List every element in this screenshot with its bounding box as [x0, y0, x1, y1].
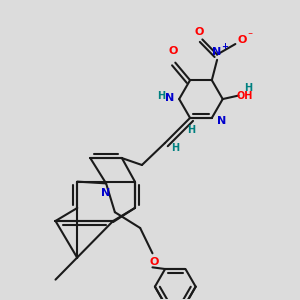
- Text: N: N: [101, 188, 111, 198]
- Text: N: N: [212, 47, 222, 57]
- Text: H: H: [157, 91, 165, 101]
- Text: N: N: [165, 93, 174, 103]
- Text: H: H: [187, 125, 195, 135]
- Text: O: O: [169, 46, 178, 56]
- Text: O: O: [149, 257, 159, 267]
- Text: O: O: [237, 35, 246, 45]
- Text: N: N: [217, 116, 226, 126]
- Text: H: H: [244, 83, 252, 93]
- Text: H: H: [171, 143, 179, 154]
- Text: OH: OH: [236, 91, 253, 100]
- Text: ⁻: ⁻: [248, 31, 253, 41]
- Text: +: +: [221, 42, 228, 51]
- Text: O: O: [195, 27, 204, 37]
